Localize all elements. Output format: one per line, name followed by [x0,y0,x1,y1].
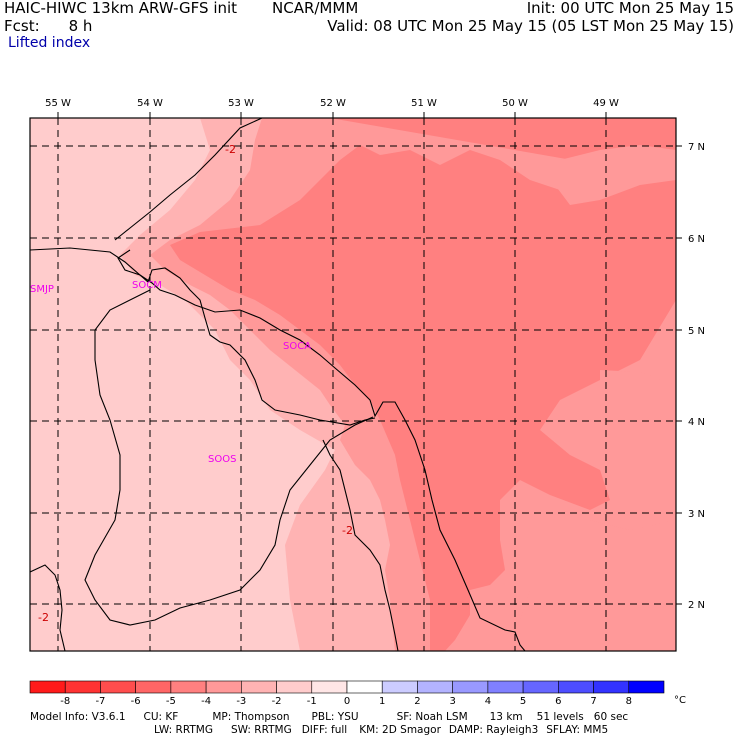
lat-label: 3 N [688,509,705,520]
lon-label: 55 W [45,98,71,109]
lat-label: 2 N [688,600,705,611]
model-title: HAIC-HIWC 13km ARW-GFS init [4,0,238,17]
border-suriname-brazil [84,289,374,626]
colorbar-swatch [452,680,489,694]
colorbar-tick-label: -8 [60,696,70,707]
border-fg-brazil [322,439,399,651]
border-suriname-guyana [117,249,376,426]
shade-patch-upper-right [555,145,676,205]
lat-label: 6 N [688,234,705,245]
station-soca: SOCA [283,341,311,352]
colorbar-swatch [628,680,665,694]
colorbar-swatch [346,680,383,694]
colorbar-tick-label: 3 [449,696,455,707]
colorbar-tick-label: 8 [626,696,632,707]
mp-scheme: MP: Thompson [212,711,290,723]
colorbar-swatch [558,680,594,694]
lon-label: 51 W [411,98,437,109]
contour-label: -2 [38,611,49,624]
lon-ticks [57,112,682,605]
contour-label: -2 [225,143,236,156]
colorbar-tick-label: -5 [166,696,176,707]
vertical-levels: 51 levels [536,711,584,723]
colorbar-ticks: -8 -7 -6 -5 -4 -3 -2 -1 0 1 2 3 4 5 6 7 8 [60,696,632,707]
colorbar-swatch [487,680,524,694]
colorbar-swatch [381,680,418,694]
sflay-option: SFLAY: MM5 [546,724,609,736]
valid-time: Valid: 08 UTC Mon 25 May 15 (05 LST Mon … [327,17,734,35]
station-socm: SOCM [132,280,162,291]
shade-patch-right-mid [600,370,676,500]
footer-line-2: LW: RRTMG SW: RRTMG DIFF: full KM: 2D Smago… [154,724,608,736]
km-option: KM: 2D Smagor [359,724,441,736]
colorbar-tick-label: 5 [520,696,526,707]
colorbar-tick-label: -1 [307,696,317,707]
colorbar-tick-label: -4 [201,696,211,707]
colorbar-swatch [593,680,630,694]
colorbar-tick-label: 0 [344,696,350,707]
lon-label: 53 W [228,98,254,109]
time-step: 60 sec [593,711,629,723]
colorbar-unit: °C [674,695,686,706]
lat-label: 7 N [688,142,705,153]
diff-option: DIFF: full [301,724,348,736]
lon-label: 49 W [593,98,619,109]
fcst-line: Fcst: 8 h [4,18,92,35]
colorbar-swatch [276,680,313,694]
colorbar-swatch [417,680,453,694]
shade-level-minus5-minus4 [170,118,676,651]
station-soos: SOOS [208,454,236,465]
coast-north-edge [114,118,263,241]
lat-label: 5 N [688,326,705,337]
colorbar-swatch [311,680,348,694]
colorbar-swatch [135,680,172,694]
colorbar-swatch [170,680,207,694]
lon-label: 50 W [502,98,528,109]
boundaries [30,118,526,651]
shade-patch-lower-right [520,520,676,651]
footer-line-1: Model Info: V3.6.1 CU: KF MP: Thompson PBL:… [30,711,628,723]
colorbar-swatch [64,680,101,694]
colorbar-tick-label: -3 [236,696,246,707]
cu-scheme: CU: KF [143,711,179,723]
contour-label: -2 [342,524,353,537]
colorbar-tick-label: 6 [555,696,561,707]
lw-scheme: LW: RRTMG [154,724,213,736]
colorbar-tick-label: 4 [485,696,491,707]
sw-scheme: SW: RRTMG [230,724,292,736]
border-west [30,564,66,651]
lon-label: 52 W [320,98,346,109]
coastline [30,247,526,651]
colorbar-tick-label: 1 [379,696,385,707]
colorbar-swatch [100,680,136,694]
fcst-label: Fcst: [4,17,40,35]
damp-option: DAMP: Rayleigh3 [448,724,539,736]
lon-label: 54 W [137,98,163,109]
colorbar [29,680,665,694]
model-info: Model Info: V3.6.1 [30,711,126,723]
colorbar-tick-label: -2 [272,696,282,707]
colorbar-tick-label: 7 [590,696,596,707]
colorbar-swatch [29,680,66,694]
init-time: Init: 00 UTC Mon 25 May 15 [526,0,734,17]
colorbar-tick-label: -6 [131,696,141,707]
colorbar-swatch [522,680,559,694]
colorbar-swatch [241,680,277,694]
colorbar-tick-label: -7 [95,696,105,707]
station-smjp: SMJP [30,284,54,295]
resolution: 13 km [489,711,523,723]
pbl-scheme: PBL: YSU [311,711,359,723]
field-name: Lifted index [8,35,91,51]
shaded-field [30,118,676,651]
sf-scheme: SF: Noah LSM [396,711,468,723]
colorbar-swatch [205,680,242,694]
org-label: NCAR/MMM [272,0,359,17]
fcst-value: 8 h [68,17,93,35]
colorbar-tick-label: 2 [414,696,420,707]
lat-label: 4 N [688,417,705,428]
lat-lon-grid [30,118,676,651]
plot-frame [29,117,677,652]
